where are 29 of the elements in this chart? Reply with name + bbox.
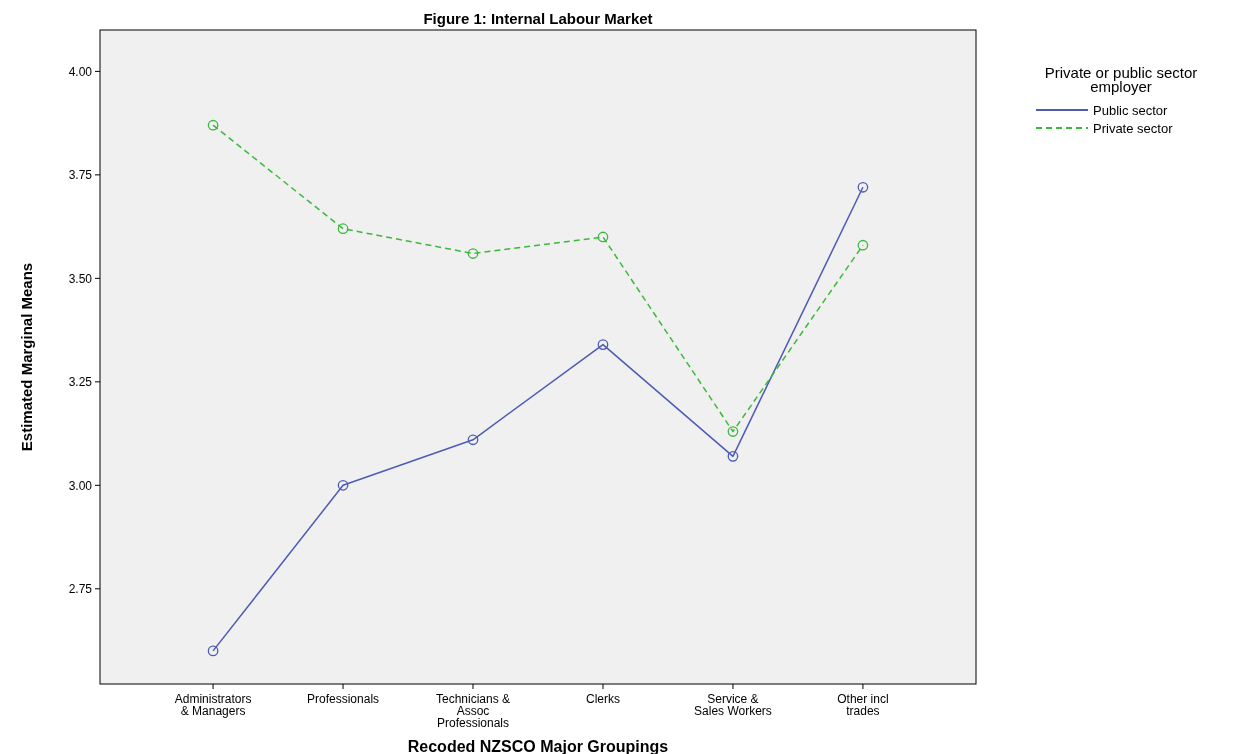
chart-title: Figure 1: Internal Labour Market (423, 10, 653, 27)
y-tick-label: 3.75 (68, 168, 93, 183)
legend-title: Private or public sector employer (1044, 64, 1198, 95)
y-tick-label: 3.25 (68, 375, 93, 390)
x-tick-label: Other incl trades (837, 692, 889, 718)
point (337, 479, 349, 491)
point (597, 339, 609, 350)
x-tick-label: Administrators & Managers (174, 692, 252, 718)
y-tick-label: 3.00 (68, 478, 93, 493)
point (467, 434, 479, 446)
point (337, 223, 349, 235)
x-tick-label: Clerks (585, 692, 620, 706)
legend-label: Public sector (1093, 102, 1169, 118)
point (207, 119, 219, 131)
point (467, 248, 479, 259)
x-tick-label: Service & Sales Workers (694, 692, 772, 718)
point (857, 239, 869, 251)
legend-label: Private sector (1093, 120, 1174, 136)
y-tick-label: 4.00 (68, 64, 93, 79)
x-tick-label: Professionals (307, 692, 380, 706)
y-axis-title: Estimated Marginal Means (18, 262, 35, 452)
point (727, 426, 739, 437)
x-tick-label: Technicians & Assoc Professionals (435, 692, 511, 730)
y-tick-label: 3.50 (68, 271, 93, 286)
point (727, 450, 739, 462)
point (207, 645, 219, 657)
point (597, 231, 609, 243)
point (857, 181, 869, 193)
y-tick-label: 2.75 (68, 582, 93, 596)
